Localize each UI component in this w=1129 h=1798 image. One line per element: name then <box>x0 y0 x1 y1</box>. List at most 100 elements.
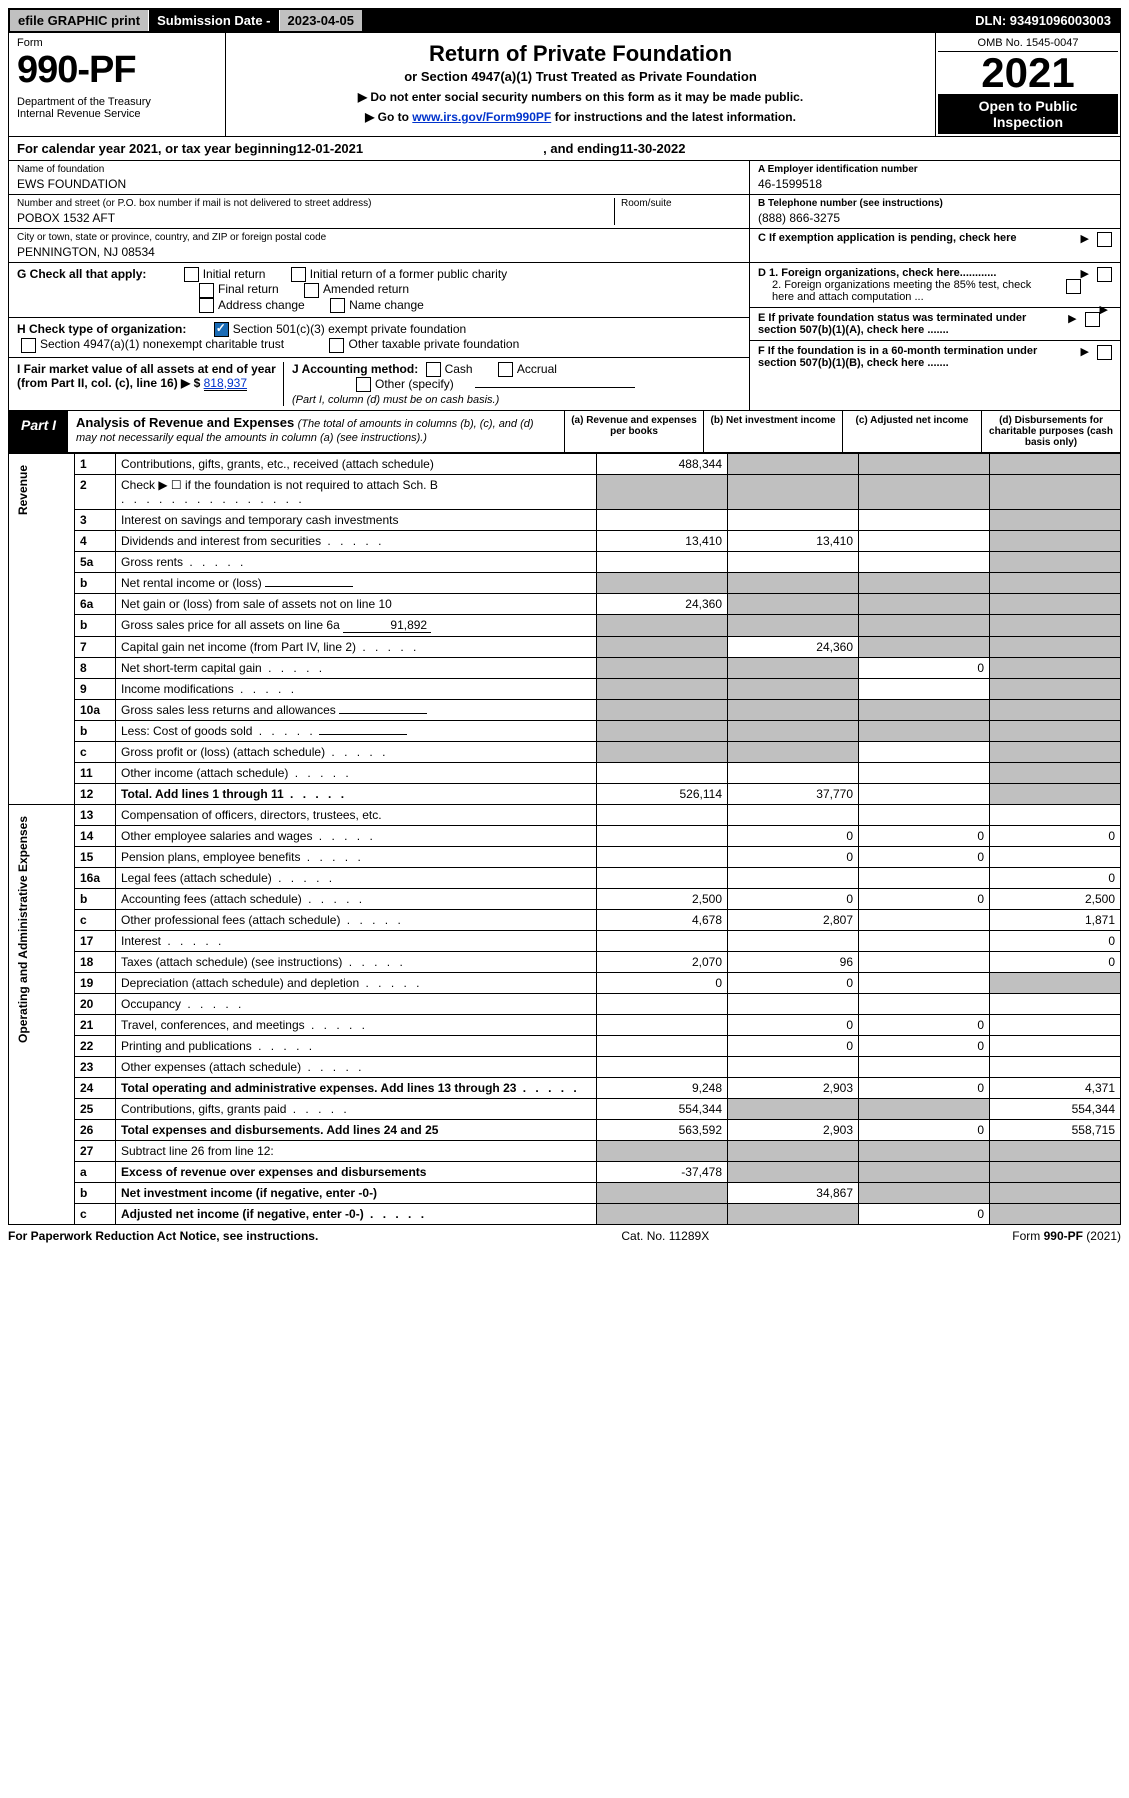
amount-cell-col-c <box>859 805 990 826</box>
line-description: Net short-term capital gain . . . . . <box>116 658 597 679</box>
table-row: 2Check ▶ ☐ if the foundation is not requ… <box>9 475 1121 510</box>
tax-year: 2021 <box>938 52 1118 94</box>
amount-cell-col-a: 554,344 <box>597 1099 728 1120</box>
amount-cell-col-a <box>597 637 728 658</box>
table-row: 11Other income (attach schedule) . . . .… <box>9 763 1121 784</box>
amount-cell-col-c <box>859 475 990 510</box>
amount-cell-col-a <box>597 994 728 1015</box>
amount-cell-col-a <box>597 826 728 847</box>
amount-cell-col-c <box>859 1183 990 1204</box>
line-description: Taxes (attach schedule) (see instruction… <box>116 952 597 973</box>
amount-cell-col-c <box>859 679 990 700</box>
line-description: Contributions, gifts, grants paid . . . … <box>116 1099 597 1120</box>
amount-cell-col-b <box>728 742 859 763</box>
line-description: Check ▶ ☐ if the foundation is not requi… <box>116 475 597 510</box>
part-1-table: Revenue1Contributions, gifts, grants, et… <box>8 453 1121 1225</box>
amount-cell-col-b <box>728 454 859 475</box>
amount-cell-col-d <box>990 973 1121 994</box>
line-description: Net gain or (loss) from sale of assets n… <box>116 594 597 615</box>
amount-cell-col-c <box>859 742 990 763</box>
amount-cell-col-a <box>597 1183 728 1204</box>
amount-cell-col-d <box>990 1141 1121 1162</box>
amount-cell-col-b <box>728 931 859 952</box>
amount-cell-col-b <box>728 552 859 573</box>
amount-cell-col-c <box>859 763 990 784</box>
line-description: Pension plans, employee benefits . . . .… <box>116 847 597 868</box>
d2-checkbox[interactable] <box>1066 279 1081 294</box>
options-section: G Check all that apply: Initial return I… <box>8 263 1121 411</box>
city-value: PENNINGTON, NJ 08534 <box>17 245 741 259</box>
h-other-checkbox[interactable] <box>329 338 344 353</box>
table-row: 17Interest . . . . .0 <box>9 931 1121 952</box>
amount-cell-col-c: 0 <box>859 847 990 868</box>
amount-cell-col-b <box>728 615 859 637</box>
amount-cell-col-d: 4,371 <box>990 1078 1121 1099</box>
amount-cell-col-b: 0 <box>728 1036 859 1057</box>
h-501c3-checkbox[interactable] <box>214 322 229 337</box>
inline-value <box>339 713 427 714</box>
h-4947-checkbox[interactable] <box>21 338 36 353</box>
line-description: Less: Cost of goods sold . . . . . <box>116 721 597 742</box>
table-row: aExcess of revenue over expenses and dis… <box>9 1162 1121 1183</box>
line-number: 10a <box>75 700 116 721</box>
ein-cell: A Employer identification number 46-1599… <box>749 161 1120 195</box>
line-description: Legal fees (attach schedule) . . . . . <box>116 868 597 889</box>
g-amended-checkbox[interactable] <box>304 283 319 298</box>
amount-cell-col-b <box>728 1141 859 1162</box>
table-row: cGross profit or (loss) (attach schedule… <box>9 742 1121 763</box>
g-initial-return-checkbox[interactable] <box>184 267 199 282</box>
j-cash-checkbox[interactable] <box>426 362 441 377</box>
amount-cell-col-d <box>990 1183 1121 1204</box>
end-date: 11-30-2022 <box>620 141 686 156</box>
calendar-year-row: For calendar year 2021, or tax year begi… <box>8 137 1121 161</box>
g-name-change-checkbox[interactable] <box>330 298 345 313</box>
c-checkbox[interactable] <box>1097 232 1112 247</box>
paperwork-notice: For Paperwork Reduction Act Notice, see … <box>8 1229 318 1243</box>
amount-cell-col-a <box>597 742 728 763</box>
line-description: Gross profit or (loss) (attach schedule)… <box>116 742 597 763</box>
line-number: 24 <box>75 1078 116 1099</box>
line-number: 4 <box>75 531 116 552</box>
col-c-header: (c) Adjusted net income <box>842 411 981 452</box>
line-number: b <box>75 889 116 910</box>
dln-label: DLN: 93491096003003 <box>967 10 1119 31</box>
amount-cell-col-d <box>990 658 1121 679</box>
e-checkbox[interactable] <box>1085 312 1100 327</box>
g-address-change-checkbox[interactable] <box>199 298 214 313</box>
g-initial-former-checkbox[interactable] <box>291 267 306 282</box>
amount-cell-col-a <box>597 721 728 742</box>
col-a-header: (a) Revenue and expenses per books <box>564 411 703 452</box>
amount-cell-col-d: 0 <box>990 931 1121 952</box>
d1-checkbox[interactable] <box>1097 267 1112 282</box>
table-row: cOther professional fees (attach schedul… <box>9 910 1121 931</box>
amount-cell-col-b <box>728 475 859 510</box>
col-b-header: (b) Net investment income <box>703 411 842 452</box>
form-number: 990-PF <box>17 49 217 92</box>
fmv-value: 818,937 <box>204 376 247 391</box>
amount-cell-col-c: 0 <box>859 826 990 847</box>
city-cell: City or town, state or province, country… <box>9 229 749 263</box>
line-number: b <box>75 615 116 637</box>
amount-cell-col-a <box>597 573 728 594</box>
line-description: Other income (attach schedule) . . . . . <box>116 763 597 784</box>
amount-cell-col-c <box>859 784 990 805</box>
amount-cell-col-d <box>990 531 1121 552</box>
line-number: 18 <box>75 952 116 973</box>
amount-cell-col-a <box>597 615 728 637</box>
amount-cell-col-b <box>728 994 859 1015</box>
table-row: 3Interest on savings and temporary cash … <box>9 510 1121 531</box>
g-final-return-checkbox[interactable] <box>199 283 214 298</box>
amount-cell-col-d <box>990 994 1121 1015</box>
amount-cell-col-b <box>728 868 859 889</box>
amount-cell-col-c: 0 <box>859 1204 990 1225</box>
amount-cell-col-c <box>859 910 990 931</box>
j-accrual-checkbox[interactable] <box>498 362 513 377</box>
line-number: 25 <box>75 1099 116 1120</box>
j-other-checkbox[interactable] <box>356 377 371 392</box>
table-row: bAccounting fees (attach schedule) . . .… <box>9 889 1121 910</box>
f-checkbox[interactable] <box>1097 345 1112 360</box>
line-number: 23 <box>75 1057 116 1078</box>
table-row: 8Net short-term capital gain . . . . .0 <box>9 658 1121 679</box>
irs-link[interactable]: www.irs.gov/Form990PF <box>412 110 551 124</box>
line-number: 27 <box>75 1141 116 1162</box>
